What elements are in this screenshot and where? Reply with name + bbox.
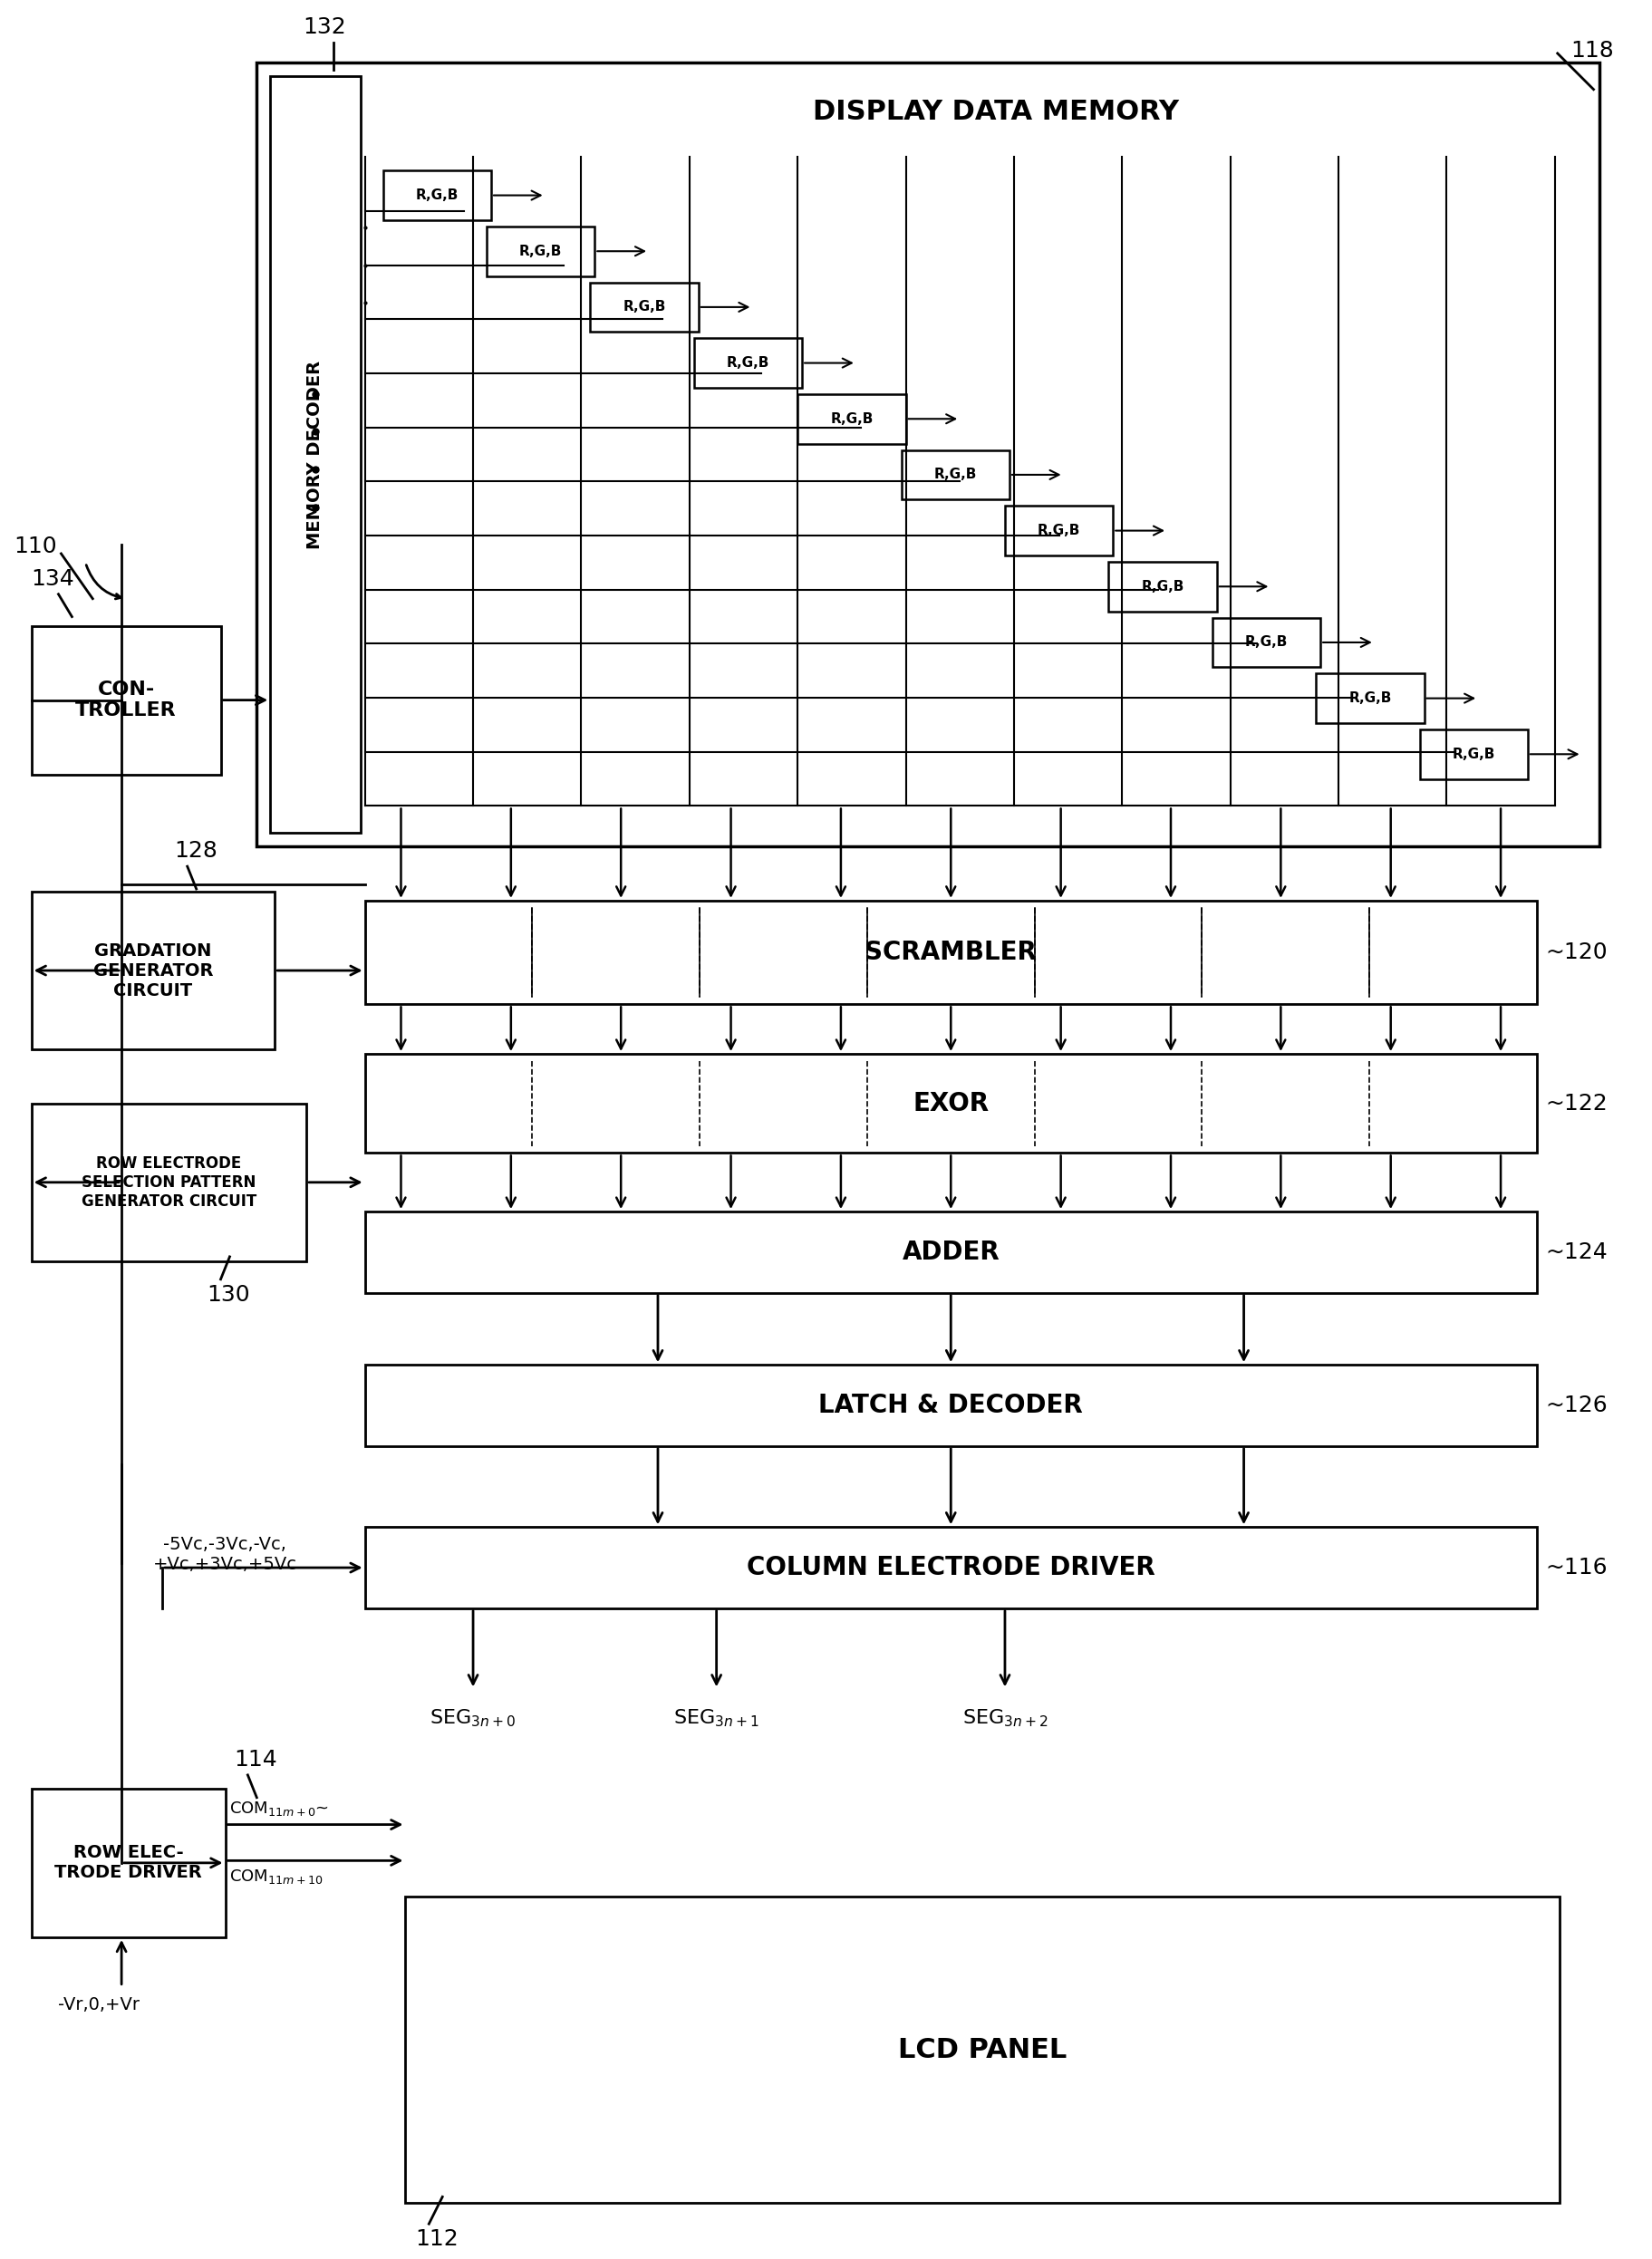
Text: R,G,B: R,G,B [727,357,770,370]
Text: 118: 118 [1569,41,1614,61]
Text: COM$_{11m+10}$: COM$_{11m+10}$ [230,1868,324,1886]
Text: ADDER: ADDER [902,1240,999,1265]
Text: 132: 132 [302,16,345,38]
Bar [365,1364,1536,1446]
Text: COLUMN ELECTRODE DRIVER: COLUMN ELECTRODE DRIVER [747,1554,1155,1581]
Text: 110: 110 [13,535,56,558]
Bar [1315,673,1424,723]
Text: COM$_{11m+0}$~: COM$_{11m+0}$~ [230,1798,329,1816]
Text: SEG$_{3n+2}$: SEG$_{3n+2}$ [961,1708,1047,1728]
Bar [694,339,801,389]
Text: GRADATION
GENERATOR
CIRCUIT: GRADATION GENERATOR CIRCUIT [93,942,213,998]
Bar [31,626,221,775]
Text: LATCH & DECODER: LATCH & DECODER [818,1394,1082,1419]
Text: SEG$_{3n+1}$: SEG$_{3n+1}$ [672,1708,758,1728]
Bar [486,226,595,276]
Text: R,G,B: R,G,B [1348,691,1391,705]
Text: ROW ELEC-
TRODE DRIVER: ROW ELEC- TRODE DRIVER [55,1843,202,1882]
Text: R,G,B: R,G,B [829,411,872,425]
Bar [1108,562,1216,612]
Text: ~122: ~122 [1545,1093,1607,1114]
Text: 112: 112 [415,2227,458,2250]
Text: EXOR: EXOR [912,1091,988,1116]
Bar [590,282,699,332]
Text: R,G,B: R,G,B [1140,581,1183,594]
Text: R,G,B: R,G,B [1452,748,1495,761]
Bar [405,1898,1558,2203]
Text: 134: 134 [31,567,74,590]
Bar [365,1055,1536,1152]
Bar [256,63,1599,847]
Text: ~126: ~126 [1545,1394,1607,1416]
Text: ~120: ~120 [1545,942,1607,962]
Bar [365,1211,1536,1292]
Text: DISPLAY DATA MEMORY: DISPLAY DATA MEMORY [813,99,1178,124]
Text: 128: 128 [173,840,216,863]
Text: 130: 130 [206,1283,249,1306]
Text: ROW ELECTRODE
SELECTION PATTERN
GENERATOR CIRCUIT: ROW ELECTRODE SELECTION PATTERN GENERATO… [81,1154,256,1209]
Bar [31,1789,225,1938]
Text: CON-
TROLLER: CON- TROLLER [76,680,177,721]
Text: R,G,B: R,G,B [1037,524,1080,538]
Bar [798,393,905,443]
Bar [1211,617,1320,666]
Bar [271,77,360,834]
Bar [1004,506,1112,556]
Bar [365,901,1536,1005]
Text: ~124: ~124 [1545,1240,1607,1263]
Bar [31,892,274,1050]
Text: 114: 114 [235,1748,278,1771]
Text: R,G,B: R,G,B [415,187,458,201]
Text: SCRAMBLER: SCRAMBLER [864,940,1036,965]
Text: R,G,B: R,G,B [933,468,976,481]
Bar [31,1102,306,1261]
Text: R,G,B: R,G,B [1244,635,1287,648]
Text: MEMORY DECODER: MEMORY DECODER [307,359,324,549]
Text: -5Vc,-3Vc,-Vc,
+Vc,+3Vc,+5Vc: -5Vc,-3Vc,-Vc, +Vc,+3Vc,+5Vc [154,1536,297,1572]
Bar [1419,730,1526,779]
Text: R,G,B: R,G,B [519,244,562,258]
Text: -Vr,0,+Vr: -Vr,0,+Vr [58,1997,140,2013]
Bar [383,169,491,219]
Text: R,G,B: R,G,B [623,300,666,314]
Bar [900,450,1009,499]
Text: LCD PANEL: LCD PANEL [897,2038,1066,2062]
Text: SEG$_{3n+0}$: SEG$_{3n+0}$ [430,1708,515,1728]
Text: ~116: ~116 [1545,1556,1607,1579]
Bar [365,1527,1536,1608]
